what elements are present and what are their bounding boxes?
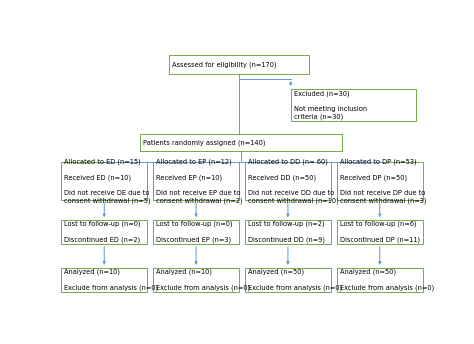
Text: Assessed for eligibility (n=170): Assessed for eligibility (n=170) bbox=[173, 61, 277, 68]
FancyBboxPatch shape bbox=[153, 162, 239, 200]
FancyBboxPatch shape bbox=[245, 162, 331, 200]
FancyBboxPatch shape bbox=[140, 134, 342, 151]
FancyBboxPatch shape bbox=[245, 268, 331, 292]
FancyBboxPatch shape bbox=[61, 268, 147, 292]
Text: Analyzed (n=10)

Exclude from analysis (n=0): Analyzed (n=10) Exclude from analysis (n… bbox=[156, 269, 250, 291]
Text: Analyzed (n=50)

Exclude from analysis (n=0): Analyzed (n=50) Exclude from analysis (n… bbox=[339, 269, 434, 291]
Text: Lost to follow-up (n=2)

Discontinued DD (n=9): Lost to follow-up (n=2) Discontinued DD … bbox=[248, 221, 325, 243]
FancyBboxPatch shape bbox=[153, 268, 239, 292]
FancyBboxPatch shape bbox=[61, 220, 147, 244]
FancyBboxPatch shape bbox=[291, 89, 416, 121]
FancyBboxPatch shape bbox=[245, 220, 331, 244]
Text: Allocated to EP (n=12)

Received EP (n=10)

Did not receive EP due to
consent wi: Allocated to EP (n=12) Received EP (n=10… bbox=[156, 159, 243, 204]
Text: Patients randomly assigned (n=140): Patients randomly assigned (n=140) bbox=[143, 139, 265, 146]
FancyBboxPatch shape bbox=[169, 54, 309, 74]
Text: Lost to follow-up (n=0)

Discontinued EP (n=3): Lost to follow-up (n=0) Discontinued EP … bbox=[156, 221, 232, 243]
Text: Lost to follow-up (n=6)

Discontinued DP (n=11): Lost to follow-up (n=6) Discontinued DP … bbox=[339, 221, 419, 243]
FancyBboxPatch shape bbox=[337, 268, 423, 292]
Text: Lost to follow-up (n=0)

Discontinued ED (n=2): Lost to follow-up (n=0) Discontinued ED … bbox=[64, 221, 141, 243]
FancyBboxPatch shape bbox=[337, 162, 423, 200]
Text: Allocated to DP (n=53)

Received DP (n=50)

Did not receive DP due to
consent wi: Allocated to DP (n=53) Received DP (n=50… bbox=[339, 159, 426, 204]
Text: Excluded (n=30)

Not meeting inclusion
criteria (n=30): Excluded (n=30) Not meeting inclusion cr… bbox=[293, 90, 367, 120]
Text: Allocated to ED (n=15)

Received ED (n=10)

Did not receive DE due to
consent wi: Allocated to ED (n=15) Received ED (n=10… bbox=[64, 159, 151, 204]
Text: Analyzed (n=50)

Exclude from analysis (n=0): Analyzed (n=50) Exclude from analysis (n… bbox=[248, 269, 342, 291]
FancyBboxPatch shape bbox=[153, 220, 239, 244]
FancyBboxPatch shape bbox=[61, 162, 147, 200]
Text: Analyzed (n=10)

Exclude from analysis (n=0): Analyzed (n=10) Exclude from analysis (n… bbox=[64, 269, 158, 291]
Text: Allocated to DD (n= 60)

Received DD (n=50)

Did not receive DD due to
consent w: Allocated to DD (n= 60) Received DD (n=5… bbox=[248, 159, 338, 204]
FancyBboxPatch shape bbox=[337, 220, 423, 244]
